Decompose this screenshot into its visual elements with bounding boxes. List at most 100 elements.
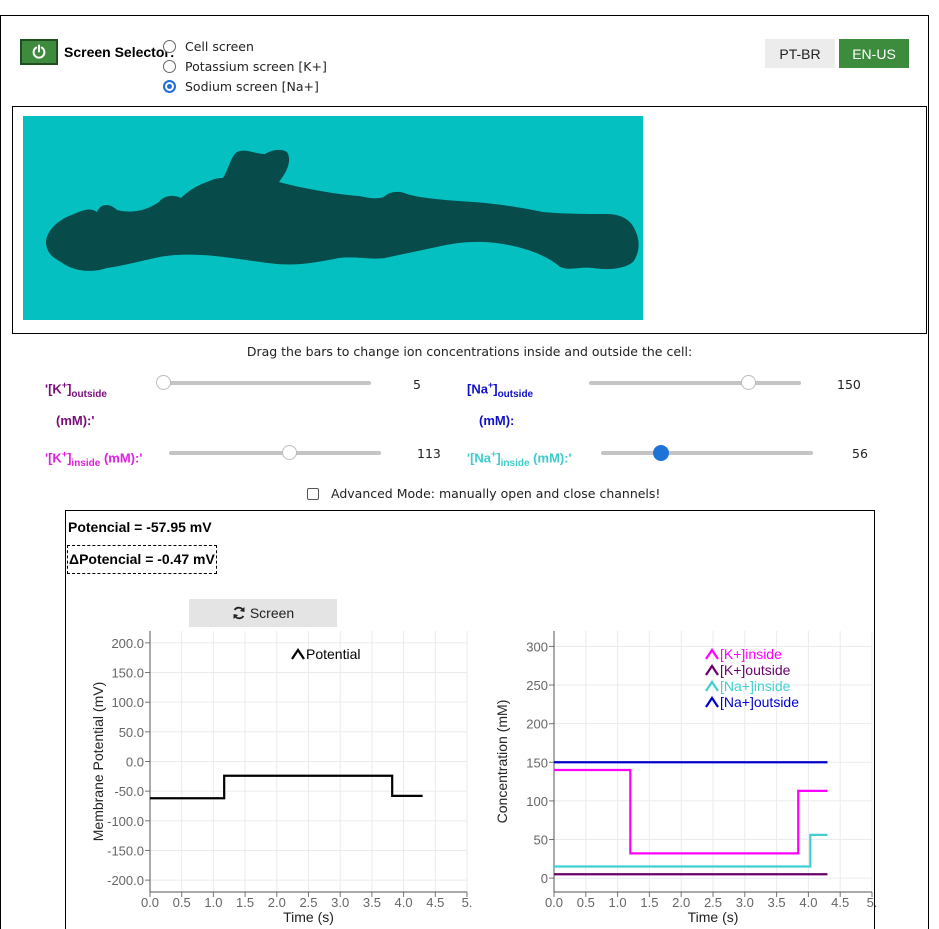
x-axis-label: Time (s) [688,909,739,925]
x-tick-label: 4.5 [426,895,444,910]
x-tick-label: 0.0 [141,895,159,910]
screen-button[interactable]: Screen [189,599,337,627]
y-tick-label: 50.0 [119,725,144,740]
radio-sodium-screen[interactable]: Sodium screen [Na+] [163,79,319,94]
instruction-text: Drag the bars to change ion concentratio… [246,344,693,359]
legend-label: [K+]inside [720,646,782,662]
cell-view-panel [12,106,927,334]
legend-marker [705,696,719,708]
y-tick-label: 200.0 [111,636,144,651]
x-tick-label: 1.5 [640,895,658,910]
y-tick-label: 100 [526,794,548,809]
potential-chart: 0.0 0.5 1.0 1.5 2.0 2.5 3.0 3.5 4.0 4.5 5. 200.0 150… [90,631,473,925]
cell-canvas [23,116,643,320]
legend-marker [705,648,719,660]
k-outside-unit: (mM):' [56,413,95,428]
x-tick-label: 5. [462,895,473,910]
screen-button-label: Screen [249,605,295,621]
legend-label: [Na+]inside [720,678,791,694]
delta-potencial-readout: ΔPotencial = -0.47 mV [67,545,217,574]
x-tick-label: 4.5 [831,895,849,910]
radio-label: Cell screen [185,39,254,54]
na-inside-value: 56 [852,446,868,461]
radio-button[interactable] [163,60,176,73]
x-tick-label: 0.0 [545,895,563,910]
results-panel [65,510,875,929]
x-tick-label: 2.0 [672,895,690,910]
series-line [554,768,828,855]
slider-thumb[interactable] [741,375,756,390]
y-tick-label: -200.0 [107,873,144,888]
slider-thumb[interactable] [653,445,670,461]
advanced-mode-label: Advanced Mode: manually open and close c… [331,486,661,501]
y-tick-label: 250 [526,678,548,693]
k-outside-slider[interactable] [156,373,371,393]
k-inside-slider[interactable] [169,443,381,463]
language-en-us-button[interactable]: EN-US [839,39,909,68]
y-tick-label: -150.0 [107,843,144,858]
y-tick-label: -100.0 [107,814,144,829]
x-tick-label: 3.0 [736,895,754,910]
x-tick-label: 2.5 [704,895,722,910]
series-line [150,774,423,800]
y-tick-label: 0.0 [126,755,144,770]
radio-cell-screen[interactable]: Cell screen [163,39,254,54]
na-outside-label: [Na+]outside [467,380,534,400]
x-tick-label: 0.5 [577,895,595,910]
legend-label: Potential [306,646,360,662]
slider-track[interactable] [601,451,813,455]
k-inside-label: '[K+]inside (mM):' [45,449,143,469]
series-line [554,833,828,868]
legend-marker [291,648,305,660]
x-tick-label: 5. [867,895,878,910]
na-outside-unit: (mM): [479,413,515,428]
x-tick-label: 1.5 [236,895,254,910]
concentration-chart: 0.0 0.5 1.0 1.5 2.0 2.5 3.0 3.5 4.0 4.5 5. 300 250 20… [494,631,878,925]
k-outside-label: '[K+]outside [45,380,107,400]
potencial-readout: Potencial = -57.95 mV [68,519,212,535]
advanced-mode-toggle[interactable]: Advanced Mode: manually open and close c… [307,486,660,501]
cell-shape [45,149,639,271]
power-button[interactable] [20,39,58,65]
slider-track[interactable] [163,381,371,385]
legend-label: [Na+]outside [720,694,799,710]
y-tick-label: 0 [541,871,548,886]
na-outside-slider[interactable] [589,373,801,393]
slider-track[interactable] [589,381,801,385]
y-tick-label: -50.0 [114,784,144,799]
x-tick-label: 4.0 [395,895,413,910]
legend-marker [705,664,719,676]
na-inside-slider[interactable] [601,443,813,463]
x-tick-label: 2.5 [299,895,317,910]
radio-button[interactable] [163,40,176,53]
legend-marker [705,680,719,692]
y-tick-label: 100.0 [111,695,144,710]
y-axis-label: Membrane Potential (mV) [90,682,106,842]
na-inside-label: '[Na+]inside (mM):' [467,449,572,469]
radio-label: Sodium screen [Na+] [185,79,319,94]
radio-label: Potassium screen [K+] [185,59,327,74]
advanced-mode-checkbox[interactable] [307,487,319,500]
slider-thumb[interactable] [156,375,171,390]
app-frame [0,15,929,929]
x-tick-label: 1.0 [204,895,222,910]
radio-button-selected[interactable] [163,80,176,93]
y-tick-label: 300 [526,639,548,654]
screen-selector-label: Screen Selector: [64,44,175,60]
y-tick-label: 200 [526,717,548,732]
x-tick-label: 4.0 [799,895,817,910]
x-tick-label: 2.0 [268,895,286,910]
k-outside-value: 5 [413,377,421,392]
y-tick-label: 50 [534,832,548,847]
x-tick-label: 3.0 [331,895,349,910]
x-tick-label: 3.5 [363,895,381,910]
language-pt-br-button[interactable]: PT-BR [765,39,835,68]
slider-track[interactable] [169,451,381,455]
x-tick-label: 3.5 [768,895,786,910]
refresh-icon [233,606,245,620]
radio-potassium-screen[interactable]: Potassium screen [K+] [163,59,327,74]
y-axis-label: Concentration (mM) [494,700,510,824]
y-tick-label: 150 [526,755,548,770]
power-icon [32,44,46,59]
slider-thumb[interactable] [281,445,297,460]
